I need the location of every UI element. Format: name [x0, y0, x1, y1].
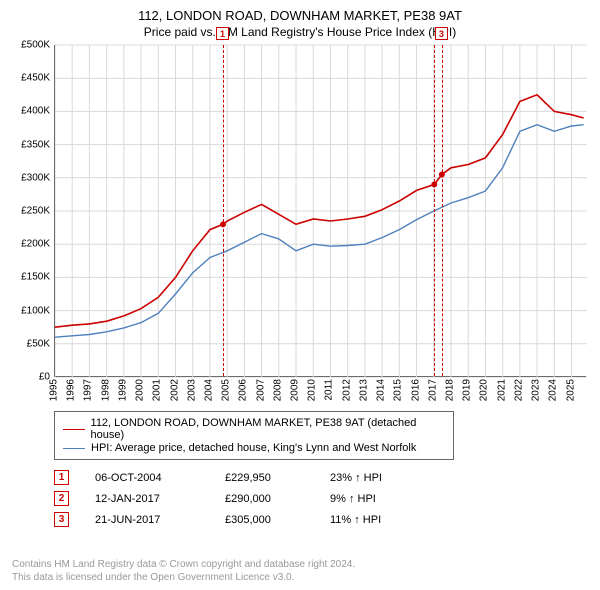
x-tick-label: 2010: [307, 379, 318, 401]
legend-label: HPI: Average price, detached house, King…: [91, 442, 416, 454]
sale-date: 12-JAN-2017: [95, 493, 225, 505]
sale-date: 06-OCT-2004: [95, 472, 225, 484]
y-tick-label: £350K: [21, 139, 50, 150]
sale-marker-line: [434, 45, 435, 376]
x-tick-label: 2012: [341, 379, 352, 401]
x-tick-label: 2019: [462, 379, 473, 401]
sale-marker-badge: 1: [216, 27, 229, 40]
footer-line: This data is licensed under the Open Gov…: [12, 572, 355, 585]
x-tick-label: 2023: [531, 379, 542, 401]
sale-date: 21-JUN-2017: [95, 514, 225, 526]
x-tick-label: 2015: [393, 379, 404, 401]
chart-subtitle: Price paid vs. HM Land Registry's House …: [12, 25, 588, 39]
plot-svg: [55, 45, 587, 377]
x-tick-label: 2001: [152, 379, 163, 401]
x-tick-label: 1996: [66, 379, 77, 401]
chart-title: 112, LONDON ROAD, DOWNHAM MARKET, PE38 9…: [12, 8, 588, 23]
x-tick-label: 1997: [83, 379, 94, 401]
legend-label: 112, LONDON ROAD, DOWNHAM MARKET, PE38 9…: [91, 417, 445, 441]
x-tick-label: 1999: [117, 379, 128, 401]
sale-price: £229,950: [225, 472, 330, 484]
sale-row: 3 21-JUN-2017£305,00011% ↑ HPI: [54, 512, 588, 527]
sale-marker-line: [223, 45, 224, 376]
y-axis: £0£50K£100K£150K£200K£250K£300K£350K£400…: [12, 45, 52, 377]
x-tick-label: 2018: [444, 379, 455, 401]
sale-vs-hpi: 9% ↑ HPI: [330, 493, 450, 505]
x-tick-label: 2000: [135, 379, 146, 401]
footer-attribution: Contains HM Land Registry data © Crown c…: [12, 559, 355, 584]
x-tick-label: 2007: [255, 379, 266, 401]
y-tick-label: £250K: [21, 206, 50, 217]
y-tick-label: £150K: [21, 272, 50, 283]
x-tick-label: 2014: [376, 379, 387, 401]
sale-row: 2 12-JAN-2017£290,0009% ↑ HPI: [54, 491, 588, 506]
x-tick-label: 2020: [479, 379, 490, 401]
series-line-hpi: [55, 125, 584, 338]
x-tick-label: 2025: [565, 379, 576, 401]
sale-badge: 2: [54, 491, 69, 506]
sale-vs-hpi: 11% ↑ HPI: [330, 514, 450, 526]
x-axis: 1995199619971998199920002001200220032004…: [54, 377, 586, 405]
y-tick-label: £300K: [21, 172, 50, 183]
x-tick-label: 2003: [186, 379, 197, 401]
x-tick-label: 2006: [238, 379, 249, 401]
legend-swatch: [63, 429, 85, 430]
footer-line: Contains HM Land Registry data © Crown c…: [12, 559, 355, 572]
y-tick-label: £100K: [21, 305, 50, 316]
sale-price: £290,000: [225, 493, 330, 505]
x-tick-label: 2016: [410, 379, 421, 401]
x-tick-label: 2011: [324, 379, 335, 401]
plot-area: 13: [54, 45, 586, 377]
sale-price: £305,000: [225, 514, 330, 526]
sale-vs-hpi: 23% ↑ HPI: [330, 472, 450, 484]
x-tick-label: 2005: [221, 379, 232, 401]
x-tick-label: 2024: [548, 379, 559, 401]
x-tick-label: 2017: [427, 379, 438, 401]
legend-row: HPI: Average price, detached house, King…: [63, 442, 445, 454]
sale-marker-line: [442, 45, 443, 376]
y-tick-label: £450K: [21, 73, 50, 84]
sales-table: 1 06-OCT-2004£229,95023% ↑ HPI 2 12-JAN-201…: [54, 470, 588, 527]
x-tick-label: 2004: [203, 379, 214, 401]
chart-container: 112, LONDON ROAD, DOWNHAM MARKET, PE38 9…: [0, 0, 600, 590]
x-tick-label: 1998: [100, 379, 111, 401]
legend-swatch: [63, 448, 85, 449]
y-tick-label: £400K: [21, 106, 50, 117]
x-tick-label: 2009: [290, 379, 301, 401]
sale-marker-badge: 3: [435, 27, 448, 40]
y-tick-label: £50K: [27, 338, 50, 349]
sale-badge: 1: [54, 470, 69, 485]
x-tick-label: 2002: [169, 379, 180, 401]
chart-area: £0£50K£100K£150K£200K£250K£300K£350K£400…: [12, 45, 588, 405]
title-block: 112, LONDON ROAD, DOWNHAM MARKET, PE38 9…: [12, 8, 588, 39]
x-tick-label: 2021: [496, 379, 507, 401]
legend-box: 112, LONDON ROAD, DOWNHAM MARKET, PE38 9…: [54, 411, 454, 460]
y-tick-label: £200K: [21, 239, 50, 250]
sale-row: 1 06-OCT-2004£229,95023% ↑ HPI: [54, 470, 588, 485]
x-tick-label: 1995: [49, 379, 60, 401]
y-tick-label: £500K: [21, 40, 50, 51]
x-tick-label: 2013: [358, 379, 369, 401]
sale-badge: 3: [54, 512, 69, 527]
x-tick-label: 2022: [513, 379, 524, 401]
legend-row: 112, LONDON ROAD, DOWNHAM MARKET, PE38 9…: [63, 417, 445, 441]
x-tick-label: 2008: [272, 379, 283, 401]
